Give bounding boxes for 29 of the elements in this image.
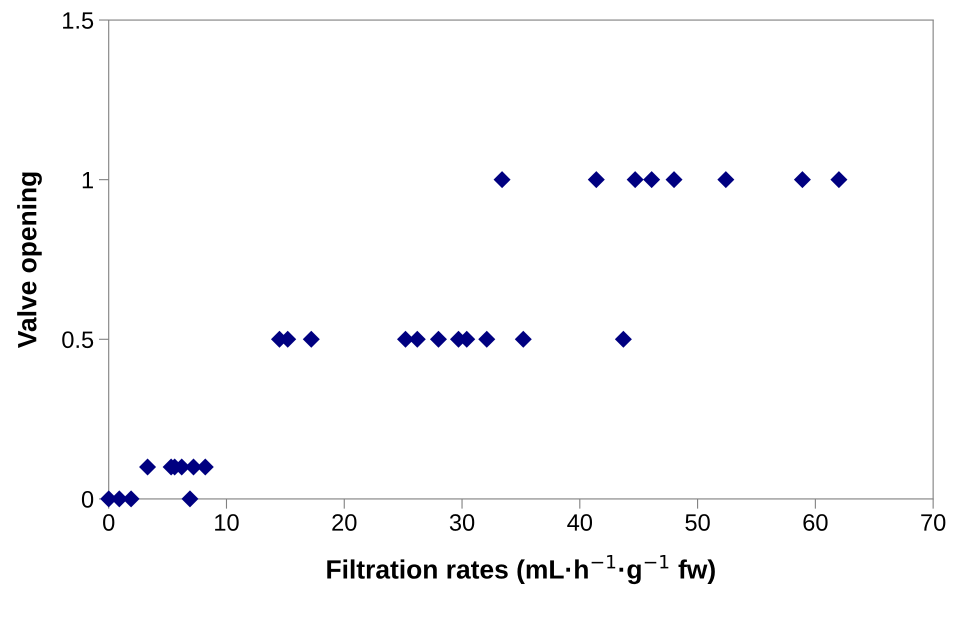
point	[181, 490, 198, 508]
y-tick-label: 1.5	[63, 12, 94, 29]
x-tick-label: 20	[332, 514, 356, 531]
point	[830, 171, 848, 188]
point	[614, 330, 632, 348]
x-tick-label: 30	[450, 514, 474, 531]
point	[430, 330, 447, 348]
point	[588, 171, 605, 188]
y-tick-label: 1	[82, 172, 93, 188]
point	[794, 171, 811, 188]
point	[478, 330, 496, 348]
point	[514, 330, 532, 348]
y-tick-label: 0.5	[62, 331, 94, 348]
x-tick-label: 0	[103, 514, 114, 531]
point	[494, 171, 511, 188]
point	[643, 171, 660, 188]
point	[666, 171, 683, 188]
y-axis-title: Valve opening	[17, 172, 42, 348]
x-tick-label: 50	[685, 514, 710, 531]
x-tick-label: 60	[803, 514, 828, 531]
point	[139, 458, 156, 476]
x-axis-title: Filtration rates (mL·h$^{−1}$·g$^{−1}$ fw)	[327, 554, 715, 584]
point	[626, 171, 644, 188]
x-tick-label: 10	[215, 514, 239, 531]
y-tick-label: 0	[82, 490, 94, 508]
point	[717, 171, 734, 188]
x-tick-label: 70	[921, 514, 946, 531]
point	[302, 330, 320, 348]
x-tick-label: 40	[567, 514, 592, 531]
